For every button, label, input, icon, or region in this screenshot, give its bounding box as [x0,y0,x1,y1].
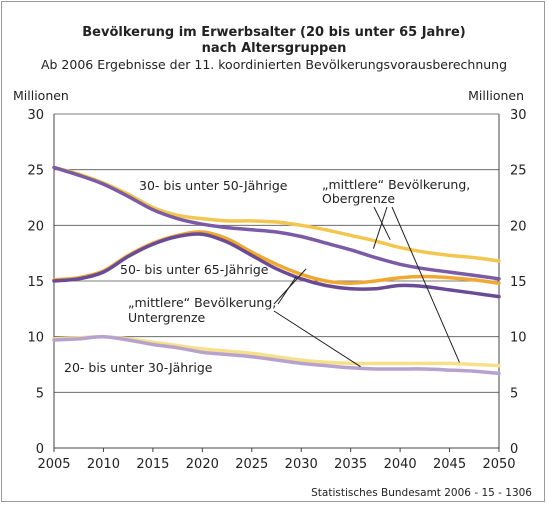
y-axis-label-right: Millionen [468,88,524,103]
series-line-30-50-obergrenze [52,165,501,263]
annotation-ober-line1: „mittlere“ Bevölkerung, [322,177,470,192]
chart-title: Bevölkerung im Erwerbsalter (20 bis unte… [82,25,465,40]
label-50-65: 50- bis unter 65-Jährige [120,262,269,277]
y-tick-left-25: 25 [27,164,44,179]
axes [53,114,500,452]
series-line-20-30-untergrenze [52,334,501,376]
y-tick-left-20: 20 [27,219,44,234]
y-tick-left-5: 5 [36,386,44,401]
y-tick-right-25: 25 [510,164,527,179]
series-lines [52,165,501,376]
source-note: Statistisches Bundesamt 2006 - 15 - 1306 [311,487,532,499]
y-tick-left-15: 15 [27,275,44,290]
leader-unter-4 [277,276,297,305]
annotation-leader-lines [273,206,460,368]
label-20-30: 20- bis unter 30-Jährige [64,360,213,375]
x-tick-2045: 2045 [433,457,466,472]
x-tick-2005: 2005 [37,457,70,472]
annotation-unter-line1: „mittlere“ Bevölkerung, [128,295,276,310]
y-tick-left-30: 30 [27,108,44,123]
label-30-50: 30- bis unter 50-Jährige [139,178,288,193]
chart-subtitle: Ab 2006 Ergebnisse der 11. koordinierten… [41,57,507,72]
chart-title-line2: nach Altersgruppen [202,41,347,56]
y-tick-right-0: 0 [510,442,518,457]
leader-ober-1 [372,206,388,249]
x-tick-2015: 2015 [136,457,169,472]
y-tick-left-10: 10 [27,331,44,346]
y-tick-right-20: 20 [510,219,527,234]
x-tick-labels: 2005 2010 2015 2020 2025 2030 2035 2040 2045 2050 [37,457,515,472]
y-tick-right-10: 10 [510,331,527,346]
y-tick-right-5: 5 [510,386,518,401]
x-tick-2050: 2050 [482,457,515,472]
y-axis-label-left: Millionen [13,88,69,103]
x-tick-2025: 2025 [235,457,268,472]
grid-lines [54,113,499,449]
y-tick-right-15: 15 [510,275,527,290]
y-tick-left-0: 0 [36,442,44,457]
x-tick-2020: 2020 [186,457,219,472]
annotation-unter-line2: Untergrenze [128,310,206,325]
y-tick-right-30: 30 [510,108,527,123]
series-line-50-65-untergrenze [52,232,501,299]
x-tick-2010: 2010 [87,457,120,472]
leader-unter-5 [273,310,361,368]
x-tick-2035: 2035 [334,457,367,472]
annotation-ober-line2: Obergrenze [322,191,395,206]
y-tick-labels: 0 0 5 5 10 10 15 15 20 20 25 25 30 30 [27,108,526,457]
x-tick-2030: 2030 [285,457,318,472]
series-line-30-50-untergrenze [52,165,501,281]
x-tick-2040: 2040 [384,457,417,472]
leader-ober-2 [391,206,460,363]
